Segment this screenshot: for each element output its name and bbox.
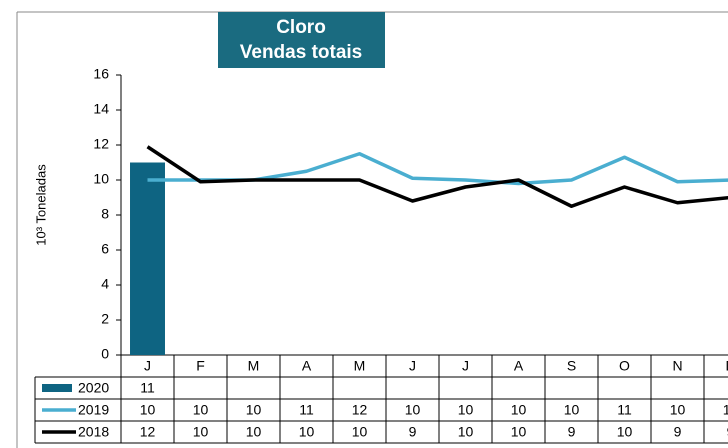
x-tick-label: S <box>567 358 576 374</box>
y-tick-label: 10 <box>93 171 109 187</box>
x-tick-label: A <box>514 358 524 374</box>
y-tick-label: 4 <box>101 276 109 292</box>
x-tick-label: M <box>354 358 366 374</box>
y-tick-label: 0 <box>101 346 109 362</box>
value-label: 10 <box>405 402 421 418</box>
value-label: 10 <box>511 402 527 418</box>
value-label: 10 <box>670 402 686 418</box>
line <box>146 145 728 208</box>
value-label: 12 <box>140 424 156 440</box>
x-tick-label: O <box>619 358 630 374</box>
value-label: 10 <box>564 402 580 418</box>
value-label: 10 <box>458 402 474 418</box>
y-tick-label: 8 <box>101 206 109 222</box>
value-label: 9 <box>674 424 682 440</box>
value-label: 12 <box>352 402 368 418</box>
value-label: 11 <box>140 380 155 396</box>
x-tick-label: M <box>248 358 260 374</box>
value-label: 10 <box>193 402 209 418</box>
x-tick-label: J <box>462 358 469 374</box>
x-tick-label: D <box>725 358 728 374</box>
chart-subtitle: Vendas totais <box>240 42 363 63</box>
y-tick-label: 12 <box>93 136 109 152</box>
y-tick-label: 6 <box>101 241 109 257</box>
value-label: 10 <box>352 424 368 440</box>
value-label: 10 <box>617 424 633 440</box>
value-label: 10 <box>140 402 156 418</box>
value-label: 9 <box>727 424 728 440</box>
y-axis-label: 10³ Toneladas <box>33 164 48 246</box>
chart-title: Cloro <box>276 17 326 38</box>
value-label: 9 <box>568 424 576 440</box>
x-tick-label: J <box>144 358 151 374</box>
value-label: 10 <box>246 402 262 418</box>
x-tick-label: N <box>672 358 682 374</box>
title-box <box>218 12 385 68</box>
bar <box>130 162 165 355</box>
legend-swatch <box>42 384 72 392</box>
legend-label: 2018 <box>78 424 109 440</box>
x-tick-label: J <box>409 358 416 374</box>
x-tick-label: F <box>196 358 205 374</box>
value-label: 11 <box>617 402 632 418</box>
value-label: 10 <box>299 424 315 440</box>
value-label: 11 <box>299 402 314 418</box>
value-label: 9 <box>409 424 417 440</box>
y-tick-label: 2 <box>101 311 109 327</box>
y-tick-label: 14 <box>93 101 109 117</box>
value-label: 10 <box>193 424 209 440</box>
value-label: 10 <box>723 402 728 418</box>
value-label: 10 <box>246 424 262 440</box>
legend-label: 2020 <box>78 380 109 396</box>
legend-label: 2019 <box>78 402 109 418</box>
y-tick-label: 16 <box>93 66 109 82</box>
value-label: 10 <box>511 424 527 440</box>
x-tick-label: A <box>302 358 312 374</box>
value-label: 10 <box>458 424 474 440</box>
